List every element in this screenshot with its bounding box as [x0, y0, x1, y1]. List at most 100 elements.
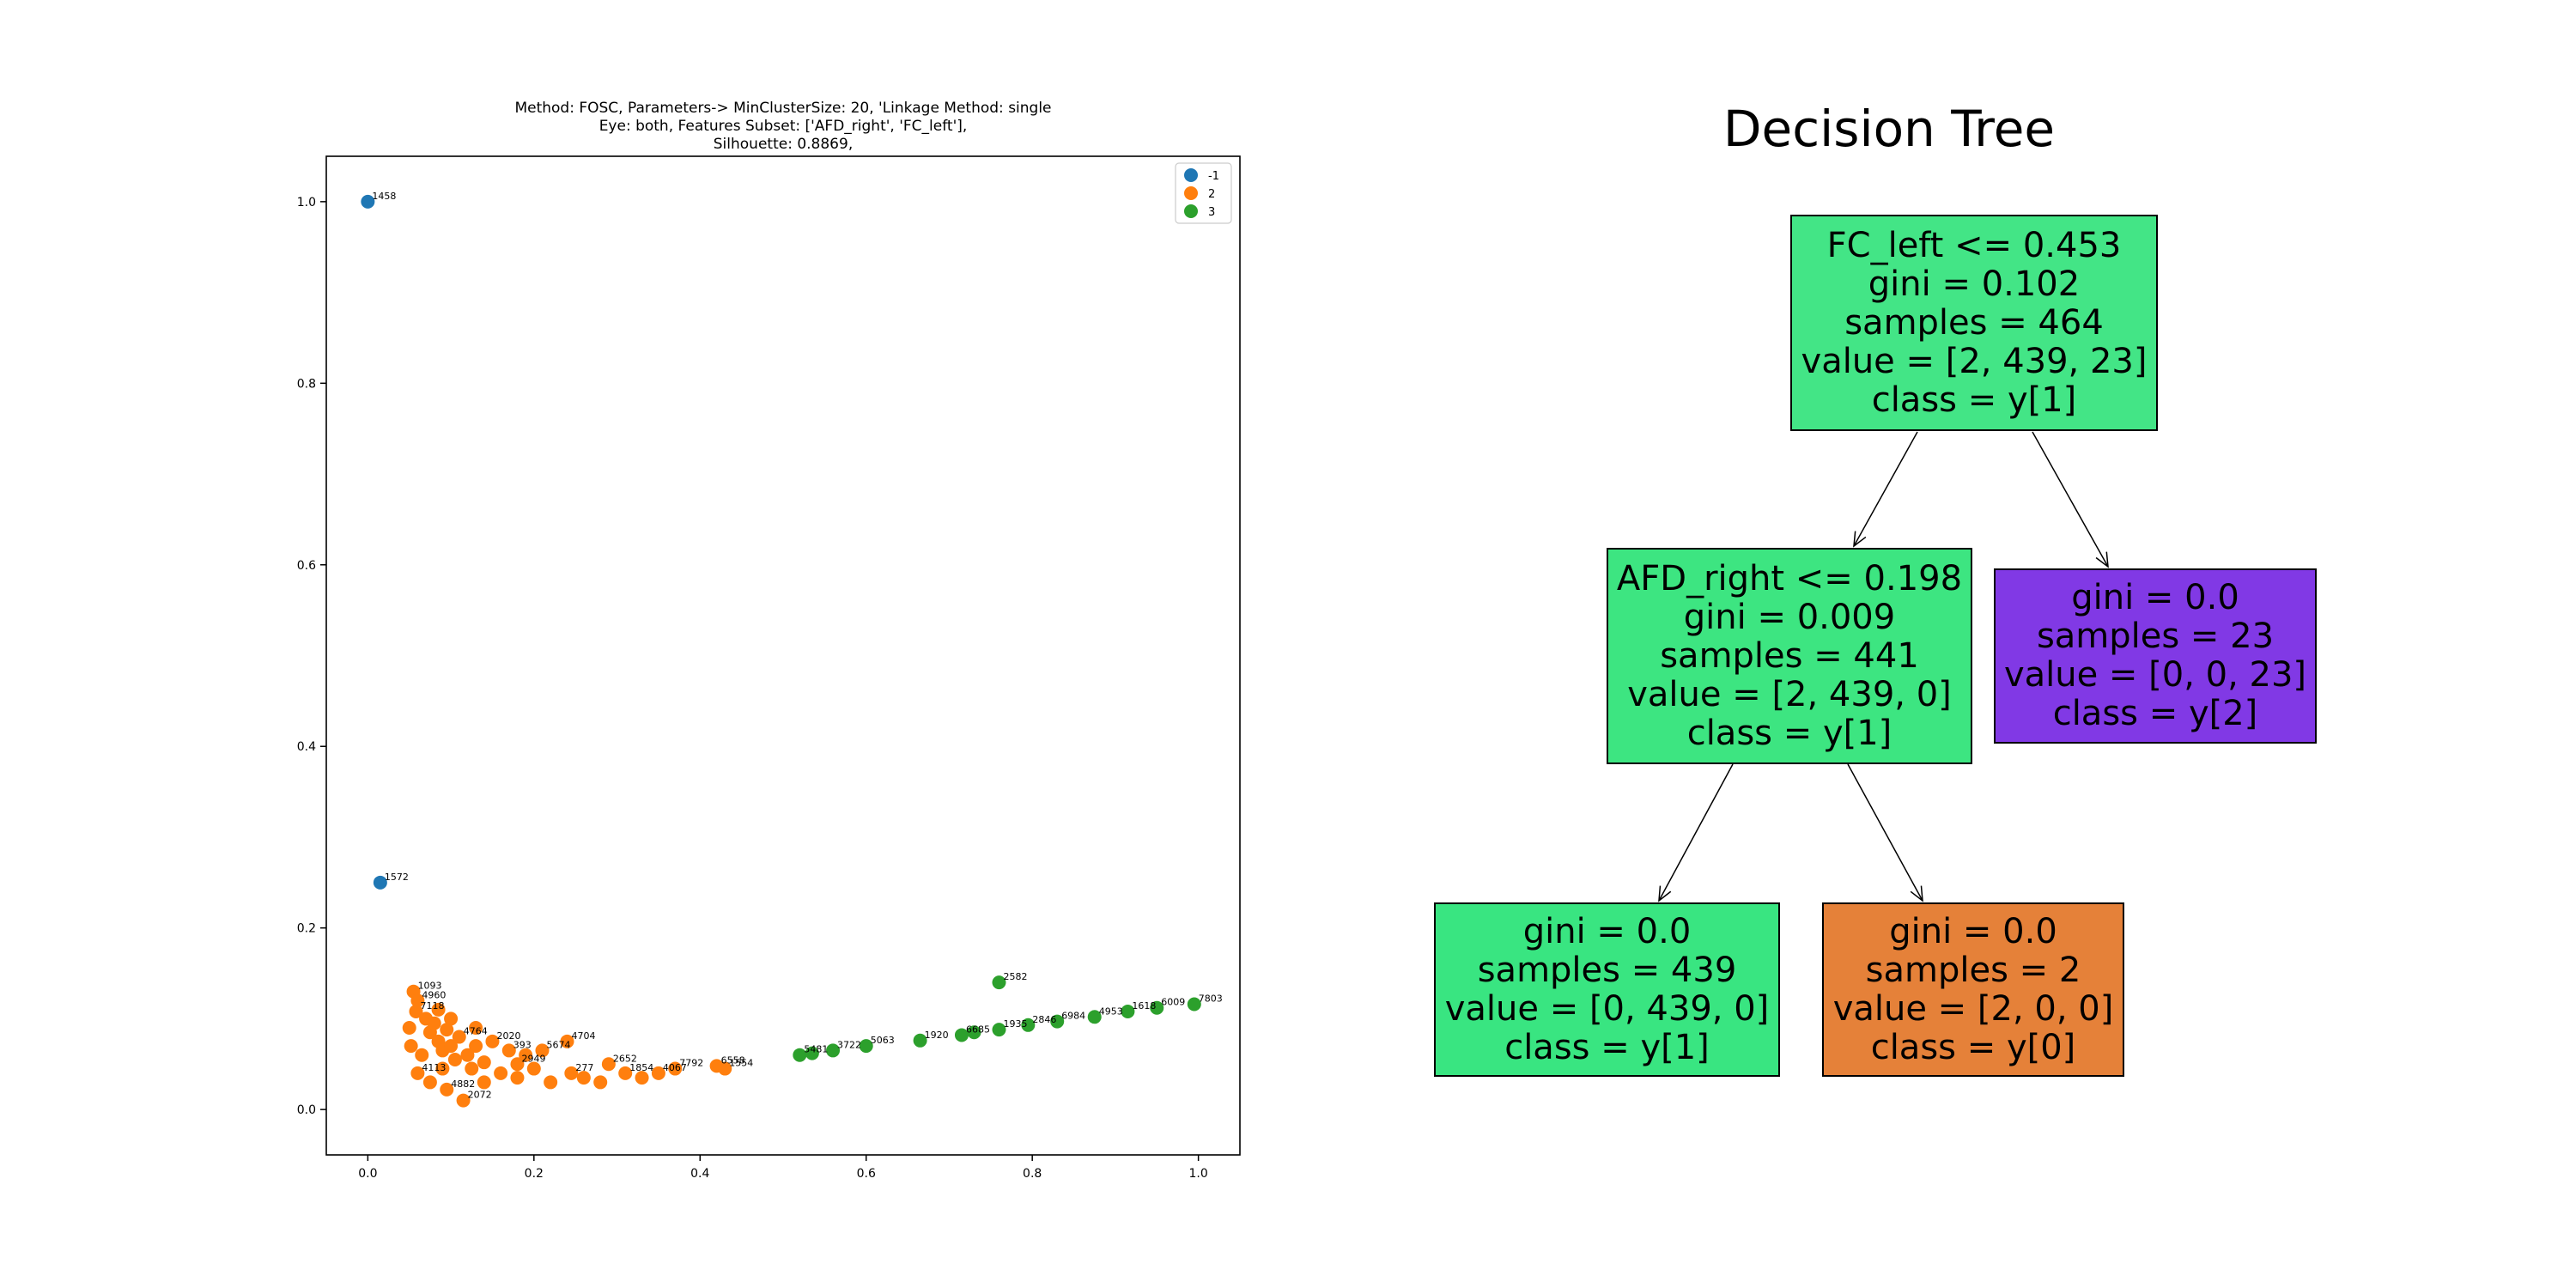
- y-tick-label: 0.2: [297, 922, 316, 936]
- scatter-point: [635, 1071, 649, 1085]
- scatter-point: [576, 1071, 591, 1085]
- tree-node-right: gini = 0.0 samples = 23 value = [0, 0, 2…: [1994, 568, 2317, 744]
- scatter-point: [967, 1025, 981, 1040]
- scatter-point: [410, 993, 425, 1008]
- point-label: 1458: [372, 191, 396, 202]
- point-label: 2652: [613, 1053, 637, 1064]
- node-line: value = [2, 439, 23]: [1801, 341, 2148, 381]
- scatter-title-line: Method: FOSC, Parameters-> MinClusterSiz…: [514, 100, 1051, 117]
- scatter-point: [1087, 1010, 1102, 1024]
- scatter-point: [510, 1057, 525, 1072]
- x-tick-label: 0.6: [857, 1167, 876, 1181]
- point-label: 1854: [629, 1062, 653, 1073]
- point-label: 6009: [1161, 997, 1185, 1008]
- scatter-point: [404, 1039, 418, 1054]
- point-label: 6685: [966, 1024, 990, 1035]
- scatter-title: Method: FOSC, Parameters-> MinClusterSiz…: [514, 100, 1051, 153]
- scatter-points: [361, 194, 1201, 1108]
- node-line: class = y[2]: [2052, 694, 2258, 733]
- y-axis: 0.0 0.2 0.4 0.6 0.8 1.0: [297, 196, 326, 1117]
- scatter-point: [826, 1043, 841, 1058]
- point-label: 2020: [496, 1030, 520, 1042]
- point-label: 7118: [420, 1000, 444, 1012]
- point-label: 4113: [422, 1062, 446, 1073]
- scatter-point: [793, 1048, 807, 1062]
- scatter-point: [469, 1020, 483, 1035]
- scatter-point: [718, 1061, 732, 1076]
- tree-title: Decision Tree: [1722, 100, 2056, 158]
- tree-node-left: AFD_right <= 0.198 gini = 0.009 samples …: [1607, 548, 1972, 764]
- scatter-point: [431, 1002, 446, 1017]
- point-label: 393: [513, 1039, 532, 1050]
- edge-root-right: [2032, 431, 2109, 568]
- point-label: 1618: [1132, 1000, 1156, 1012]
- legend-label: 2: [1208, 188, 1215, 201]
- scatter-point: [651, 1066, 665, 1080]
- scatter-point: [1121, 1004, 1135, 1018]
- scatter-point: [913, 1033, 927, 1048]
- point-label: 1935: [1003, 1018, 1027, 1030]
- scatter-point: [465, 1061, 479, 1076]
- point-label: 1093: [418, 981, 442, 992]
- point-label: 1920: [925, 1030, 949, 1041]
- scatter-point: [805, 1046, 819, 1060]
- point-label: 4764: [464, 1026, 488, 1037]
- point-label: 3722: [837, 1039, 861, 1050]
- point-label: 277: [575, 1062, 593, 1073]
- edge-left-leftleft: [1658, 763, 1734, 902]
- scatter-point: [501, 1043, 516, 1058]
- legend-marker: [1184, 168, 1198, 182]
- scatter-point: [410, 1066, 425, 1080]
- x-tick-label: 1.0: [1189, 1167, 1208, 1181]
- x-axis: 0.0 0.2 0.4 0.6 0.8 1.0: [358, 1155, 1208, 1181]
- point-label: 5481: [804, 1044, 828, 1055]
- scatter-point: [485, 1034, 500, 1048]
- scatter-point: [992, 1023, 1006, 1037]
- x-tick-label: 0.2: [525, 1167, 544, 1181]
- scatter-point: [992, 975, 1006, 990]
- y-tick-label: 0.8: [297, 377, 316, 391]
- y-tick-label: 1.0: [297, 196, 316, 210]
- point-label: 6984: [1061, 1011, 1085, 1022]
- node-line: samples = 439: [1477, 950, 1737, 990]
- scatter-point: [469, 1039, 483, 1054]
- point-label: 4960: [422, 989, 446, 1000]
- node-line: samples = 2: [1865, 950, 2081, 990]
- scatter-point: [361, 194, 375, 209]
- scatter-point: [373, 875, 387, 890]
- legend-marker: [1184, 186, 1198, 200]
- point-label: 1554: [729, 1058, 753, 1069]
- scatter-point: [402, 1020, 416, 1035]
- scatter-point: [422, 1075, 437, 1090]
- scatter-point: [456, 1093, 471, 1108]
- point-label: 1572: [385, 872, 409, 883]
- scatter-point: [535, 1043, 550, 1058]
- scatter-point: [510, 1071, 525, 1085]
- point-label: 7792: [679, 1058, 703, 1069]
- legend: -1 2 3: [1175, 162, 1232, 224]
- point-label: 2072: [468, 1090, 492, 1101]
- scatter-point: [409, 1004, 423, 1018]
- point-label: 4953: [1099, 1005, 1123, 1017]
- point-label: 5674: [546, 1039, 570, 1050]
- scatter-point: [447, 1052, 462, 1066]
- scatter-point: [560, 1034, 574, 1048]
- point-label: 6558: [721, 1054, 745, 1066]
- tree-node-root: FC_left <= 0.453 gini = 0.102 samples = …: [1790, 215, 2158, 431]
- node-line: value = [2, 439, 0]: [1627, 674, 1952, 714]
- scatter-point: [668, 1061, 683, 1076]
- node-line: value = [0, 0, 23]: [2003, 655, 2307, 695]
- node-line: gini = 0.009: [1683, 597, 1896, 637]
- point-label: 7803: [1199, 993, 1223, 1004]
- point-label: 2846: [1032, 1014, 1056, 1025]
- scatter-point: [859, 1039, 873, 1054]
- scatter-point: [544, 1075, 558, 1090]
- scatter-point: [440, 1023, 454, 1037]
- node-line: value = [2, 0, 0]: [1832, 988, 2114, 1029]
- scatter-point: [1021, 1018, 1036, 1032]
- point-label: 4704: [572, 1030, 596, 1042]
- node-line: samples = 441: [1660, 635, 1919, 676]
- scatter-point: [477, 1055, 491, 1070]
- scatter-point: [435, 1061, 450, 1076]
